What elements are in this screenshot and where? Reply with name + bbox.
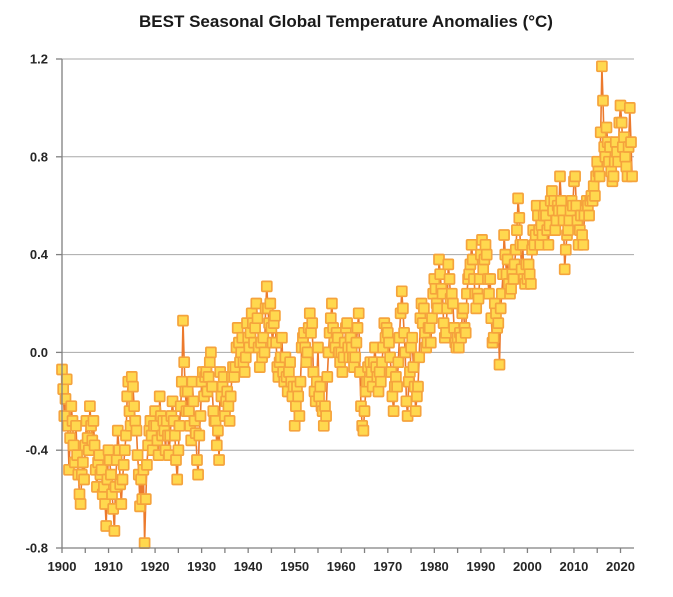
svg-text:0.8: 0.8 xyxy=(30,149,48,164)
svg-text:1920: 1920 xyxy=(141,559,170,574)
svg-text:1990: 1990 xyxy=(466,559,495,574)
svg-text:2010: 2010 xyxy=(559,559,588,574)
svg-text:1960: 1960 xyxy=(327,559,356,574)
svg-text:1940: 1940 xyxy=(234,559,263,574)
y-axis-labels: -0.8 -0.4 0.0 0.4 0.8 1.2 xyxy=(26,52,49,556)
y-axis xyxy=(56,58,63,549)
svg-text:2020: 2020 xyxy=(606,559,635,574)
svg-text:2000: 2000 xyxy=(513,559,542,574)
svg-text:0.4: 0.4 xyxy=(30,247,49,262)
svg-text:1910: 1910 xyxy=(94,559,123,574)
svg-text:1900: 1900 xyxy=(48,559,77,574)
svg-text:1950: 1950 xyxy=(280,559,309,574)
svg-text:-0.4: -0.4 xyxy=(26,443,49,458)
x-axis-labels: 1900 1910 1920 1930 1940 1950 1960 1970 1980 1990… xyxy=(48,559,635,574)
svg-text:-0.8: -0.8 xyxy=(26,541,48,556)
svg-text:1930: 1930 xyxy=(187,559,216,574)
x-axis xyxy=(61,547,634,553)
svg-text:1.2: 1.2 xyxy=(30,52,48,67)
chart-title: BEST Seasonal Global Temperature Anomali… xyxy=(139,12,553,31)
svg-text:1970: 1970 xyxy=(373,559,402,574)
temperature-series-markers xyxy=(56,60,638,549)
svg-text:1980: 1980 xyxy=(420,559,449,574)
svg-text:0.0: 0.0 xyxy=(30,345,48,360)
